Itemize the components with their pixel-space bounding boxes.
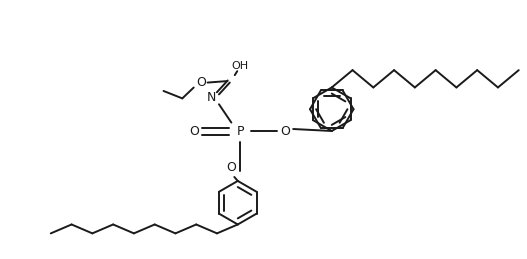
Text: P: P <box>237 125 244 138</box>
Text: O: O <box>280 125 290 138</box>
Text: OH: OH <box>231 61 248 71</box>
Text: O: O <box>189 125 199 138</box>
Text: O: O <box>227 161 236 174</box>
Text: O: O <box>196 76 206 89</box>
Text: N: N <box>207 91 216 104</box>
